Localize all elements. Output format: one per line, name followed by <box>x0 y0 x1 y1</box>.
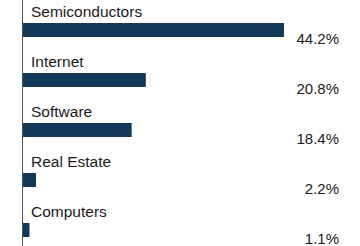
data-label: 44.2% <box>296 30 339 47</box>
category-label: Computers <box>31 203 107 220</box>
bar <box>23 73 146 87</box>
data-label: 20.8% <box>296 80 339 97</box>
data-label: 18.4% <box>296 130 339 147</box>
axis-line <box>22 0 23 246</box>
bars <box>23 23 284 237</box>
labels: Semiconductors 44.2% Internet 20.8% Software… <box>31 3 339 246</box>
bar <box>23 23 284 37</box>
chart-svg: Semiconductors 44.2% Internet 20.8% Software… <box>0 0 360 246</box>
data-label: 1.1% <box>305 230 339 246</box>
data-label: 2.2% <box>305 180 339 197</box>
bar <box>23 123 132 137</box>
category-label: Semiconductors <box>31 3 142 20</box>
bar <box>23 173 36 187</box>
category-label: Internet <box>31 53 84 70</box>
category-label: Software <box>31 103 92 120</box>
chart-container: Semiconductors 44.2% Internet 20.8% Software… <box>0 0 360 246</box>
bar <box>23 223 29 237</box>
category-label: Real Estate <box>31 153 111 170</box>
